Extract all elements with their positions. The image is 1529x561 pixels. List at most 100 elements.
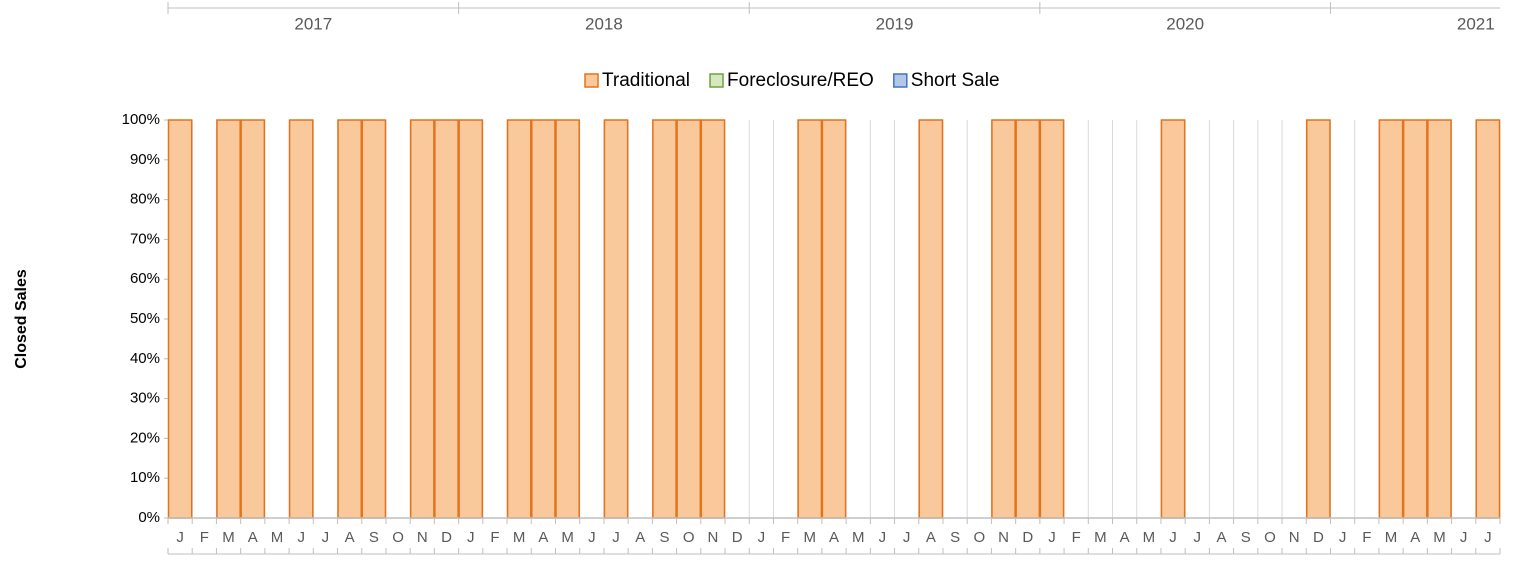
- bar-segment: [216, 119, 241, 519]
- legend: Traditional Foreclosure/REO Short Sale: [584, 70, 1000, 91]
- x-tick-label: M: [852, 529, 865, 546]
- x-tick-label: F: [1072, 529, 1081, 546]
- x-tick-label: O: [683, 529, 695, 546]
- year-label: 2021: [1457, 14, 1495, 33]
- x-tick-label: J: [322, 529, 330, 546]
- bar-segment: [1015, 119, 1041, 519]
- x-tick-label: J: [176, 529, 184, 546]
- legend-label: Short Sale: [911, 70, 1000, 91]
- x-tick-label: A: [538, 529, 548, 546]
- bar-segment: [506, 119, 532, 519]
- y-tick-label: 0%: [138, 509, 160, 526]
- x-tick-label: D: [1313, 529, 1324, 546]
- x-tick-label: M: [1433, 529, 1446, 546]
- x-tick-label: N: [1289, 529, 1300, 546]
- bar-segment: [1039, 119, 1065, 519]
- y-tick-label: 20%: [130, 429, 160, 446]
- year-label: 2017: [294, 14, 332, 33]
- x-tick-label: J: [1484, 529, 1492, 546]
- x-tick-label: J: [588, 529, 596, 546]
- bar-segment: [288, 119, 314, 519]
- bar-segment: [531, 119, 556, 519]
- x-tick-label: J: [467, 529, 475, 546]
- bar-segment: [991, 119, 1016, 519]
- bar-segment: [652, 119, 677, 519]
- x-tick-label: F: [1362, 529, 1371, 546]
- x-tick-label: N: [417, 529, 428, 546]
- bar-segment: [434, 119, 459, 519]
- y-tick-label: 30%: [130, 390, 160, 407]
- x-tick-label: J: [1194, 529, 1202, 546]
- y-tick-label: 90%: [130, 151, 160, 168]
- legend-label: Traditional: [602, 70, 690, 91]
- bar-segment: [797, 119, 823, 519]
- x-tick-label: A: [926, 529, 936, 546]
- x-tick-label: F: [781, 529, 790, 546]
- x-tick-label: F: [200, 529, 209, 546]
- x-tick-label: N: [998, 529, 1009, 546]
- bar-segment: [1475, 119, 1501, 519]
- y-tick-label: 80%: [130, 191, 160, 208]
- x-tick-label: S: [950, 529, 960, 546]
- bar-segment: [603, 119, 629, 519]
- legend-swatch: [709, 73, 724, 88]
- bar-segment: [918, 119, 944, 519]
- bar-segment: [1378, 119, 1404, 519]
- x-tick-label: O: [973, 529, 985, 546]
- x-tick-label: O: [1264, 529, 1276, 546]
- x-tick-label: A: [1410, 529, 1420, 546]
- x-tick-label: J: [297, 529, 305, 546]
- x-tick-label: A: [1120, 529, 1130, 546]
- bar-segment: [676, 119, 702, 519]
- x-tick-label: D: [732, 529, 743, 546]
- bar-segment: [361, 119, 387, 519]
- bar-segment: [1306, 119, 1331, 519]
- year-label: 2018: [585, 14, 623, 33]
- bar-segment: [167, 119, 193, 519]
- year-label: 2019: [876, 14, 914, 33]
- bar-segment: [1160, 119, 1186, 519]
- x-tick-label: F: [490, 529, 499, 546]
- x-tick-label: A: [635, 529, 645, 546]
- x-tick-label: A: [1216, 529, 1226, 546]
- x-tick-label: J: [1169, 529, 1177, 546]
- x-tick-label: J: [612, 529, 620, 546]
- legend-swatch: [584, 73, 599, 88]
- bar-segment: [700, 119, 726, 519]
- x-tick-label: M: [1385, 529, 1398, 546]
- bar-segment: [240, 119, 266, 519]
- bar-segment: [409, 119, 435, 519]
- bar-segment: [337, 119, 362, 519]
- x-tick-label: A: [248, 529, 258, 546]
- x-tick-label: M: [804, 529, 817, 546]
- x-tick-label: A: [829, 529, 839, 546]
- y-tick-label: 100%: [122, 111, 160, 128]
- bar-segment: [555, 119, 580, 519]
- x-tick-label: S: [659, 529, 669, 546]
- x-tick-label: J: [1048, 529, 1056, 546]
- year-label: 2020: [1166, 14, 1204, 33]
- bar-segment: [1402, 119, 1428, 519]
- y-tick-label: 70%: [130, 230, 160, 247]
- y-axis-title: Closed Sales: [13, 269, 30, 369]
- x-tick-label: A: [345, 529, 355, 546]
- x-tick-label: S: [1241, 529, 1251, 546]
- x-tick-label: M: [1143, 529, 1156, 546]
- x-tick-label: M: [222, 529, 235, 546]
- x-tick-label: D: [441, 529, 452, 546]
- y-tick-label: 50%: [130, 310, 160, 327]
- x-tick-label: J: [1339, 529, 1347, 546]
- x-tick-label: J: [1460, 529, 1468, 546]
- x-tick-label: M: [513, 529, 526, 546]
- y-tick-label: 40%: [130, 350, 160, 367]
- x-tick-label: M: [271, 529, 284, 546]
- bar-segment: [821, 119, 847, 519]
- x-tick-label: N: [707, 529, 718, 546]
- x-tick-label: M: [1094, 529, 1107, 546]
- x-tick-label: O: [392, 529, 404, 546]
- x-tick-label: S: [369, 529, 379, 546]
- x-tick-label: J: [903, 529, 911, 546]
- x-tick-label: M: [561, 529, 574, 546]
- y-tick-label: 60%: [130, 270, 160, 287]
